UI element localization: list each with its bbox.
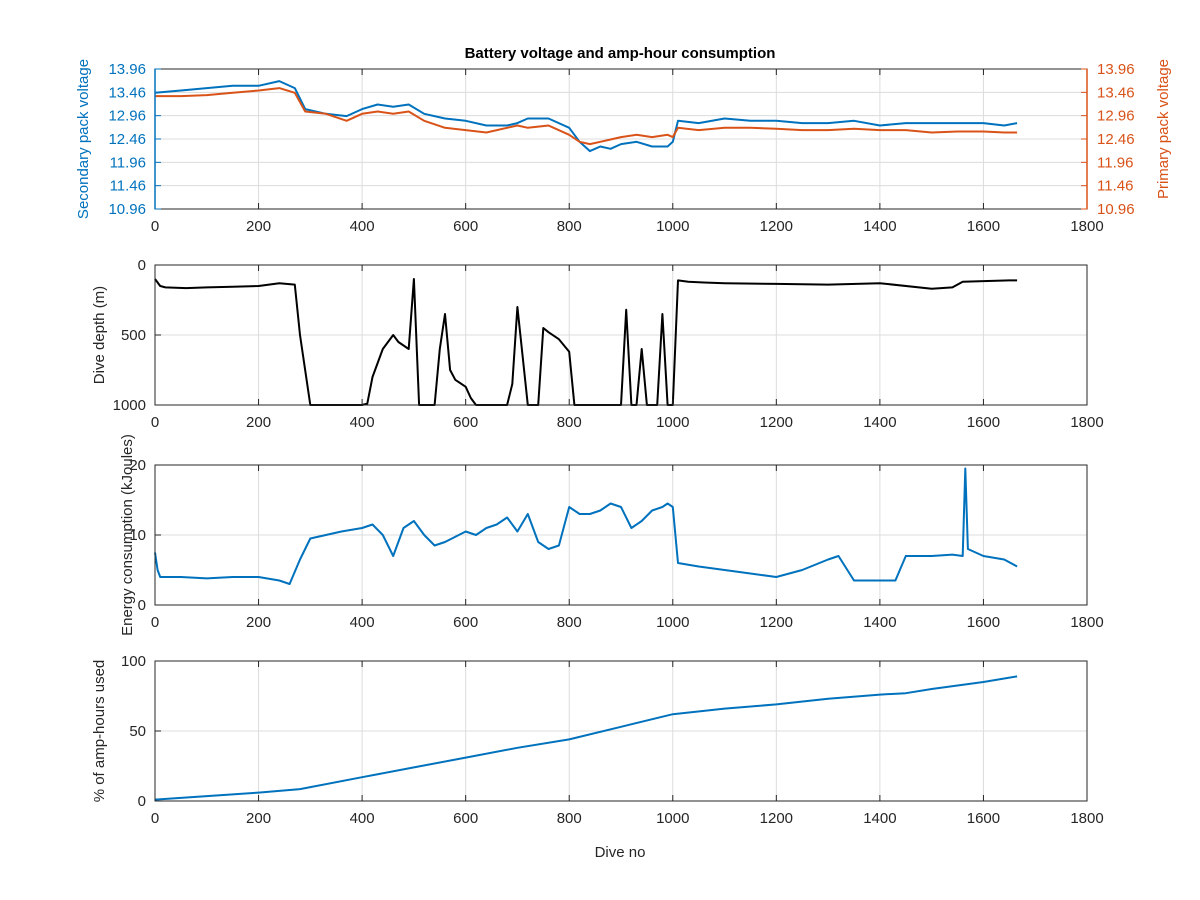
series-line-amphours-0 — [154, 675, 1018, 801]
x-tick-label: 800 — [557, 810, 582, 827]
x-tick-label: 0 — [151, 810, 159, 827]
y-axis-label: % of amp-hours used — [91, 660, 108, 803]
x-tick-label: 1000 — [656, 414, 689, 431]
x-tick-label: 800 — [557, 414, 582, 431]
y-tick-label-right: 13.96 — [1097, 61, 1135, 78]
x-tick-label: 600 — [453, 218, 478, 235]
x-tick-label: 400 — [350, 810, 375, 827]
x-tick-label: 1200 — [760, 218, 793, 235]
series-line-energy-0 — [154, 467, 1018, 585]
axes-amphours: 0 200 400 600 800 1000 1200 1400 1600 1800 0 50 100%… — [91, 653, 1104, 827]
y-tick-label: 11.96 — [110, 154, 146, 171]
y-tick-label-right: 12.46 — [1097, 131, 1135, 148]
x-tick-label: 0 — [151, 218, 159, 235]
x-tick-label: 200 — [246, 414, 271, 431]
y-tick-label: 100 — [121, 653, 146, 670]
x-tick-label: 1000 — [656, 218, 689, 235]
y-tick-label-right: 11.96 — [1097, 154, 1133, 171]
x-tick-label: 1800 — [1070, 810, 1103, 827]
x-tick-label: 1600 — [967, 614, 1000, 631]
x-tick-label: 600 — [453, 414, 478, 431]
x-tick-label: 1400 — [863, 810, 896, 827]
y-tick-label: 12.96 — [108, 108, 146, 125]
y-tick-label: 1000 — [113, 397, 146, 414]
x-tick-label: 1400 — [863, 414, 896, 431]
x-tick-label: 0 — [151, 414, 159, 431]
y-tick-label: 13.46 — [108, 84, 146, 101]
y-tick-label: 0 — [138, 793, 146, 810]
x-tick-label: 1200 — [760, 810, 793, 827]
y-axis-label-right: Primary pack voltage — [1155, 59, 1172, 199]
x-tick-label: 1600 — [967, 810, 1000, 827]
series-line-voltage-1 — [155, 87, 1018, 146]
x-tick-label: 200 — [246, 218, 271, 235]
figure-title: Battery voltage and amp-hour consumption — [465, 45, 776, 62]
x-tick-label: 1200 — [760, 614, 793, 631]
x-tick-label: 1600 — [967, 414, 1000, 431]
y-tick-label: 500 — [121, 327, 146, 344]
x-tick-label: 1800 — [1070, 218, 1103, 235]
y-axis-label: Dive depth (m) — [91, 286, 108, 384]
axes-energy: 0 200 400 600 800 1000 1200 1400 1600 1800 0 10 20En… — [119, 434, 1104, 636]
x-tick-label: 200 — [246, 614, 271, 631]
y-tick-label-right: 13.46 — [1097, 84, 1135, 101]
y-tick-label-right: 10.96 — [1097, 201, 1135, 218]
y-axis-label: Energy consumption (kJoules) — [119, 434, 136, 636]
y-tick-label: 0 — [138, 597, 146, 614]
x-tick-label: 400 — [350, 218, 375, 235]
y-tick-label: 20 — [129, 457, 146, 474]
y-tick-label: 11.46 — [110, 178, 146, 195]
x-tick-label: 1200 — [760, 414, 793, 431]
axes-voltage: 0 200 400 600 800 1000 1200 1400 1600 180010.9611… — [75, 59, 1172, 235]
x-tick-label: 1800 — [1070, 614, 1103, 631]
x-axis-label: Dive no — [595, 844, 646, 861]
x-tick-label: 0 — [151, 614, 159, 631]
x-tick-label: 400 — [350, 414, 375, 431]
x-tick-label: 600 — [453, 810, 478, 827]
y-tick-label: 10.96 — [108, 201, 146, 218]
y-tick-label: 50 — [129, 723, 146, 740]
x-tick-label: 1800 — [1070, 414, 1103, 431]
y-tick-label: 10 — [129, 527, 146, 544]
y-tick-label-right: 11.46 — [1097, 178, 1133, 195]
y-tick-label: 13.96 — [108, 61, 146, 78]
x-tick-label: 200 — [246, 810, 271, 827]
y-axis-label: Secondary pack voltage — [75, 59, 92, 219]
x-tick-label: 1600 — [967, 218, 1000, 235]
x-tick-label: 1400 — [863, 614, 896, 631]
axes-depth: 0 200 400 600 800 1000 1200 1400 1600 1800 0 500 100… — [91, 257, 1104, 431]
x-tick-label: 1400 — [863, 218, 896, 235]
x-tick-label: 800 — [557, 218, 582, 235]
x-tick-label: 1000 — [656, 614, 689, 631]
x-tick-label: 1000 — [656, 810, 689, 827]
x-tick-label: 600 — [453, 614, 478, 631]
y-tick-label: 0 — [138, 257, 146, 274]
x-tick-label: 800 — [557, 614, 582, 631]
x-tick-label: 400 — [350, 614, 375, 631]
y-tick-label-right: 12.96 — [1097, 108, 1135, 125]
y-tick-label: 12.46 — [108, 131, 146, 148]
